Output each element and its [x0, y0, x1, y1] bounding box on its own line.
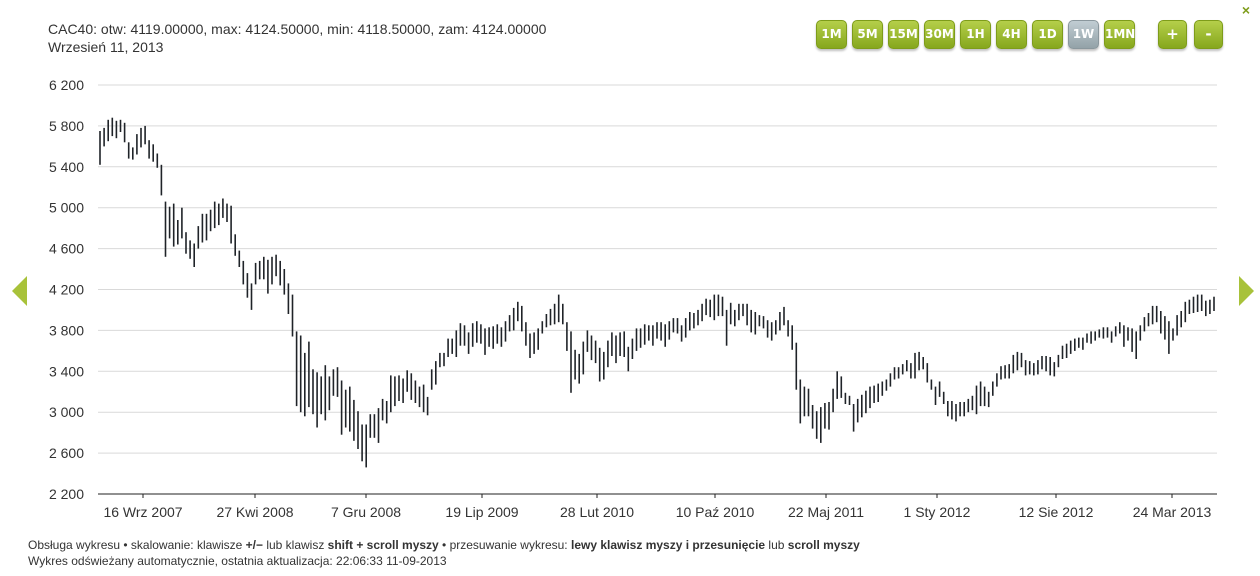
help-text-segment: • przesuwanie wykresu: — [438, 538, 571, 552]
y-axis-labels: 2 200 2 600 3 000 3 400 3 800 4 200 4 600 5 000… — [49, 77, 84, 502]
zoom-in-button[interactable]: + — [1158, 20, 1187, 49]
close-icon[interactable]: × — [1241, 2, 1250, 18]
y-tick-label: 4 600 — [49, 241, 84, 257]
timeframe-button-1d[interactable]: 1D — [1032, 20, 1063, 49]
x-tick-label: 22 Maj 2011 — [788, 504, 864, 520]
x-tick-label: 1 Sty 2012 — [904, 504, 971, 520]
zoom-out-button[interactable]: - — [1194, 20, 1223, 49]
timeframe-button-4h[interactable]: 4H — [996, 20, 1027, 49]
y-tick-label: 5 400 — [49, 159, 84, 175]
y-tick-label: 5 800 — [49, 118, 84, 134]
price-bars — [99, 117, 1215, 468]
help-text-segment: Obsługa wykresu • skalowanie: klawisze — [28, 538, 246, 552]
x-tick-label: 27 Kwi 2008 — [216, 504, 293, 520]
x-axis-labels: 16 Wrz 2007 27 Kwi 2008 7 Gru 2008 19 Lip 2… — [103, 494, 1212, 520]
x-tick-label: 10 Paź 2010 — [676, 504, 755, 520]
timeframe-button-5m[interactable]: 5M — [852, 20, 883, 49]
help-text-segment: lub — [765, 538, 788, 552]
y-tick-label: 4 200 — [49, 282, 84, 298]
y-tick-label: 3 400 — [49, 363, 84, 379]
help-text-segment: scroll myszy — [787, 538, 860, 552]
timeframe-button-1h[interactable]: 1H — [960, 20, 991, 49]
y-tick-label: 6 200 — [49, 77, 84, 93]
y-tick-label: 2 200 — [49, 486, 84, 502]
timeframe-button-1w[interactable]: 1W — [1068, 20, 1099, 49]
quote-date: Wrzesień 11, 2013 — [48, 39, 164, 55]
timeframe-button-30m[interactable]: 30M — [924, 20, 955, 49]
y-tick-label: 3 000 — [49, 404, 84, 420]
scroll-left-arrow-icon[interactable] — [12, 276, 27, 306]
last-update: Wykres odświeżany automatycznie, ostatni… — [28, 554, 447, 568]
help-text-segment: lewy klawisz myszy i przesunięcie — [570, 538, 766, 552]
help-text-segment: shift + scroll myszy — [327, 538, 439, 552]
help-text-segment: +/− — [245, 538, 263, 552]
help-instructions: Obsługa wykresu • skalowanie: klawisze +… — [28, 537, 860, 553]
x-tick-label: 24 Mar 2013 — [1133, 504, 1212, 520]
timeframe-button-1m[interactable]: 1M — [816, 20, 847, 49]
x-tick-label: 12 Sie 2012 — [1019, 504, 1094, 520]
timeframe-button-15m[interactable]: 15M — [888, 20, 919, 49]
x-tick-label: 28 Lut 2010 — [560, 504, 634, 520]
x-tick-label: 16 Wrz 2007 — [103, 504, 182, 520]
y-tick-label: 2 600 — [49, 445, 84, 461]
timeframe-button-1mn[interactable]: 1MN — [1104, 20, 1135, 49]
y-tick-label: 5 000 — [49, 200, 84, 216]
help-text-segment: lub klawisz — [262, 538, 328, 552]
x-tick-label: 19 Lip 2009 — [445, 504, 518, 520]
x-tick-label: 7 Gru 2008 — [331, 504, 401, 520]
quote-line: CAC40: otw: 4119.00000, max: 4124.50000,… — [48, 21, 547, 37]
quote-info: CAC40: otw: 4119.00000, max: 4124.50000,… — [48, 20, 546, 56]
chart-grid — [98, 84, 1217, 454]
y-tick-label: 3 800 — [49, 322, 84, 338]
scroll-right-arrow-icon[interactable] — [1239, 276, 1254, 306]
chart-help: Obsługa wykresu • skalowanie: klawisze +… — [28, 537, 860, 569]
